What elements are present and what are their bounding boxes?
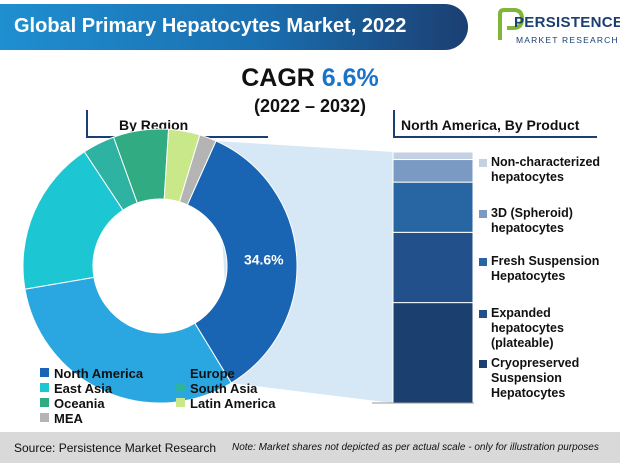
- product-header: North America, By Product: [401, 117, 580, 133]
- title-banner: Global Primary Hepatocytes Market, 2022: [0, 4, 468, 50]
- logo-mark-icon: [498, 8, 525, 40]
- product-swatch: [479, 310, 487, 318]
- bar-segment-3d-spheroid-hepatocytes: [392, 159, 474, 183]
- legend-swatch: [40, 398, 49, 407]
- legend-label: Europe: [190, 366, 235, 381]
- legend-label: Oceania: [54, 396, 105, 411]
- legend-item-latin-america: Latin America: [176, 396, 276, 411]
- bar-segment-expanded-hepatocytes-plateable: [392, 231, 474, 304]
- legend-swatch: [176, 368, 185, 377]
- product-label-line: Non-characterized: [491, 155, 601, 169]
- left-header-bracket: [86, 110, 270, 136]
- disclaimer-note: Note: Market shares not depicted as per …: [232, 442, 599, 453]
- legend-item-north-america: North America: [40, 366, 143, 381]
- stacked-bar: [372, 151, 474, 404]
- product-swatch: [479, 360, 487, 368]
- chart-title: Global Primary Hepatocytes Market, 2022: [14, 15, 407, 37]
- cagr-value: 6.6%: [321, 64, 379, 92]
- slice-east-asia: [22, 151, 124, 290]
- product-label-expanded-hepatocytes-plateable: Expanded hepatocytes (plateable): [479, 306, 564, 351]
- product-label-line: hepatocytes: [491, 221, 564, 235]
- product-label-line: hepatocytes: [491, 321, 564, 335]
- legend-label: North America: [54, 366, 144, 381]
- legend-item-europe: Europe: [176, 366, 235, 381]
- source-note: Source: Persistence Market Research: [14, 441, 217, 455]
- legend-item-oceania: Oceania: [40, 396, 105, 411]
- legend-label: South Asia: [190, 381, 258, 396]
- footer: Source: Persistence Market Research Note…: [0, 432, 620, 463]
- legend-label: East Asia: [54, 381, 113, 396]
- slice-north-america: [186, 140, 298, 384]
- product-label-line: Suspension: [491, 371, 562, 385]
- bar-segment-non-characterized-hepatocytes: [392, 151, 474, 161]
- legend-swatch: [40, 368, 49, 377]
- product-label-line: hepatocytes: [491, 170, 564, 184]
- right-header-underline: [393, 136, 597, 138]
- product-label-fresh-suspension-hepatocytes: Fresh Suspension Hepatocytes: [479, 254, 600, 284]
- bar-segment-fresh-suspension-hepatocytes: [392, 181, 474, 233]
- slice-label-north-america: 34.6%: [244, 251, 284, 267]
- product-label-line: 3D (Spheroid): [491, 206, 573, 220]
- legend-label: MEA: [54, 411, 83, 426]
- product-label-line: Fresh Suspension: [491, 254, 600, 268]
- legend-swatch: [40, 413, 49, 422]
- product-label-cryopreserved-suspension-hepatocytes: Cryopreserved Suspension Hepatocytes: [479, 356, 580, 401]
- legend-item-south-asia: South Asia: [176, 381, 257, 396]
- legend-item-mea: MEA: [40, 411, 83, 426]
- product-swatch: [479, 258, 487, 266]
- legend-label: Latin America: [190, 396, 276, 411]
- forecast-period: (2022 – 2032): [253, 96, 367, 116]
- cagr-line: CAGR 6.6%: [0, 64, 620, 93]
- bar-segment-cryopreserved-suspension-hepatocytes: [392, 302, 474, 404]
- product-swatch: [479, 210, 487, 218]
- donut-labels: 34.6%: [244, 251, 284, 267]
- slice-mea: [178, 134, 217, 206]
- product-label-line: Cryopreserved: [491, 356, 580, 370]
- logo-subtitle: MARKET RESEARCH: [516, 35, 619, 45]
- logo-name: PERSISTENCE: [514, 14, 620, 31]
- product-label-line: Expanded: [491, 306, 551, 320]
- legend-swatch: [176, 398, 185, 407]
- product-swatch: [479, 159, 487, 167]
- product-label-non-characterized-hepatocytes: Non-characterized hepatocytes: [479, 155, 601, 185]
- legend-swatch: [176, 383, 185, 392]
- product-label-line: (plateable): [491, 336, 554, 350]
- cagr-label: CAGR: [241, 64, 315, 92]
- right-header-bracket: [393, 110, 395, 136]
- product-label-line: Hepatocytes: [491, 386, 566, 400]
- legend-item-east-asia: East Asia: [40, 381, 112, 396]
- product-label-line: Hepatocytes: [491, 269, 566, 283]
- product-label-3d-spheroid-hepatocytes: 3D (Spheroid) hepatocytes: [479, 206, 573, 236]
- company-logo: PERSISTENCE MARKET RESEARCH: [496, 8, 620, 54]
- legend-swatch: [40, 383, 49, 392]
